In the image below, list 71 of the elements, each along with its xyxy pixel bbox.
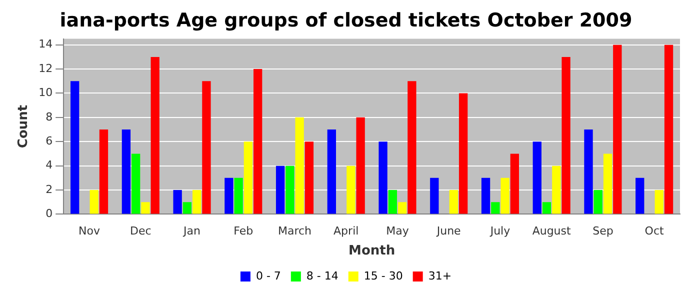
bar xyxy=(253,69,262,214)
y-tick-label: 4 xyxy=(46,158,53,172)
bar xyxy=(491,202,500,214)
bar xyxy=(327,130,336,214)
bar xyxy=(132,154,140,214)
bar xyxy=(594,190,602,214)
legend-label: 0 - 7 xyxy=(256,269,281,282)
bar xyxy=(584,130,593,214)
bar xyxy=(636,178,644,214)
y-tick-label: 2 xyxy=(46,182,53,196)
bar xyxy=(356,117,365,214)
bar xyxy=(70,81,80,214)
y-tick-label: 14 xyxy=(38,38,53,51)
bar xyxy=(346,166,356,214)
x-tick-label: Feb xyxy=(234,224,254,238)
bar xyxy=(481,178,490,214)
bar xyxy=(295,117,304,214)
bar xyxy=(542,202,552,214)
y-tick-label: 8 xyxy=(46,110,53,124)
bar xyxy=(408,81,416,214)
bar xyxy=(173,190,182,214)
bar xyxy=(122,130,131,214)
bar xyxy=(552,166,561,214)
x-tick-label: May xyxy=(386,224,410,238)
bar xyxy=(430,178,439,214)
y-tick-label: 10 xyxy=(38,86,53,100)
bar xyxy=(449,190,458,214)
bar xyxy=(664,44,674,214)
legend-label: 31+ xyxy=(428,269,452,282)
bar xyxy=(202,81,211,214)
bar xyxy=(654,190,664,214)
bar xyxy=(510,154,519,214)
x-tick-label: March xyxy=(278,224,312,238)
x-axis-title: Month xyxy=(348,244,396,259)
bar xyxy=(500,178,510,214)
bar xyxy=(182,202,192,214)
x-tick-label: July xyxy=(489,224,511,238)
x-tick-label: August xyxy=(532,224,572,238)
x-tick-label: June xyxy=(436,224,462,238)
x-tick-label: Nov xyxy=(78,224,101,238)
bar xyxy=(378,142,388,214)
x-tick-label: Sep xyxy=(592,224,614,238)
bar xyxy=(286,166,294,214)
y-tick-label: 12 xyxy=(38,62,53,75)
x-tick-label: April xyxy=(334,224,359,238)
bar xyxy=(150,56,160,214)
chart-title: iana-ports Age groups of closed tickets October 2009 xyxy=(60,9,632,32)
y-tick-label: 0 xyxy=(46,207,53,220)
y-axis-title: Count xyxy=(16,104,32,148)
bar xyxy=(562,56,570,214)
bar xyxy=(99,130,108,214)
x-tick-label: Dec xyxy=(130,224,152,238)
bar xyxy=(603,154,612,214)
bar xyxy=(388,190,397,214)
bar xyxy=(90,190,98,214)
bar xyxy=(192,190,202,214)
bar xyxy=(234,178,243,214)
bar xyxy=(224,178,234,214)
x-tick-label: Oct xyxy=(644,224,665,238)
bar xyxy=(304,142,314,214)
bar xyxy=(613,44,622,214)
bar xyxy=(532,142,542,214)
bar xyxy=(141,202,150,214)
bar xyxy=(244,142,253,214)
bar xyxy=(398,202,407,214)
bar xyxy=(458,93,468,214)
legend-label: 8 - 14 xyxy=(306,269,338,282)
x-tick-label: Jan xyxy=(182,224,201,238)
bar xyxy=(276,166,285,214)
y-tick-label: 6 xyxy=(46,134,53,148)
legend-label: 15 - 30 xyxy=(364,269,403,282)
